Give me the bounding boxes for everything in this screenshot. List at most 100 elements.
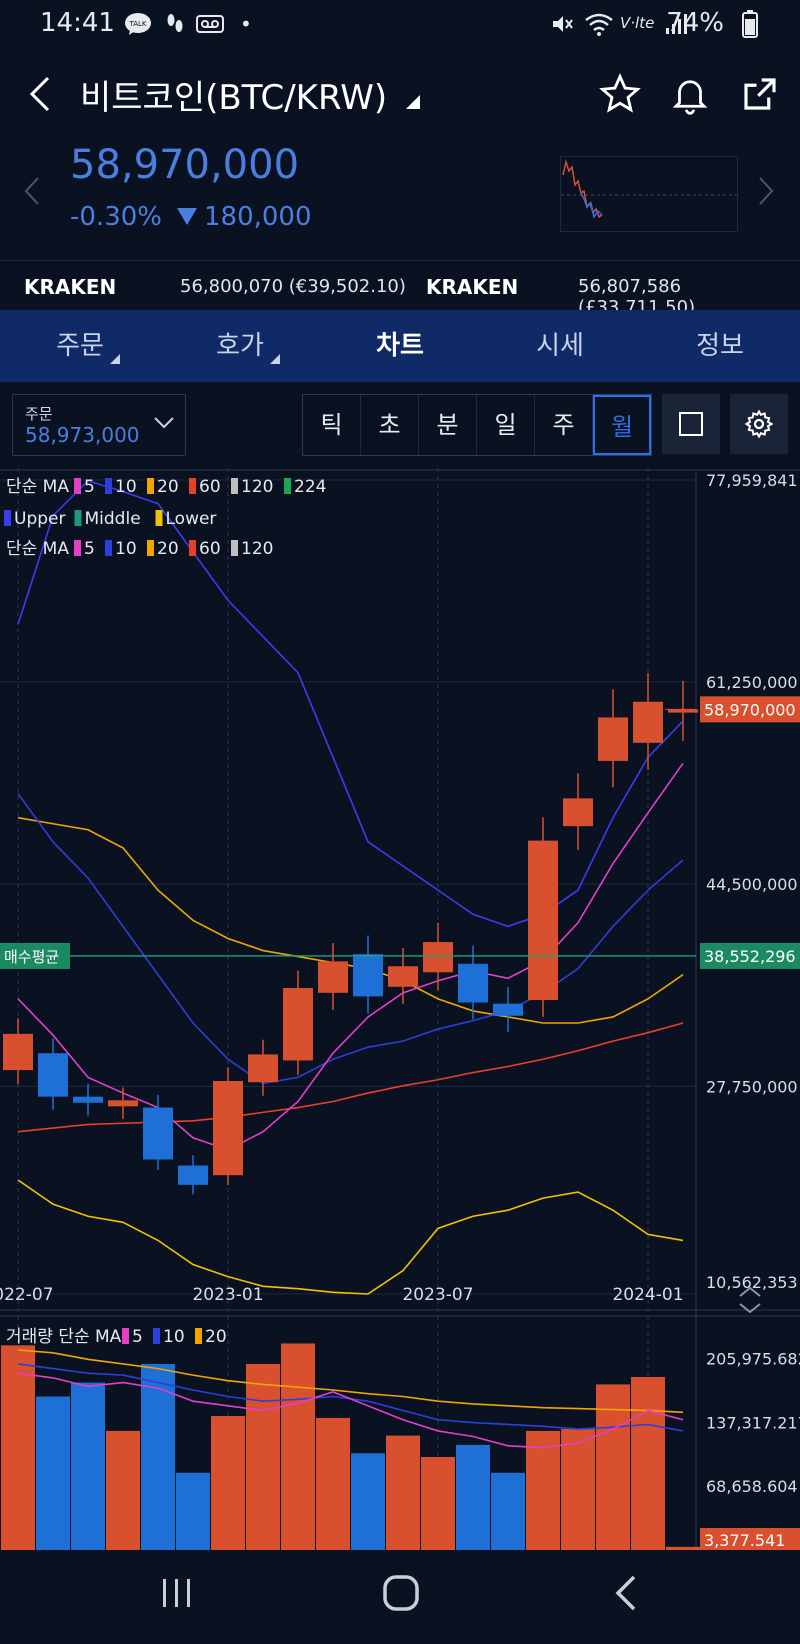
mini-chart[interactable]: [560, 156, 738, 232]
legend-item-label: 5: [132, 1327, 143, 1347]
volume-bar: [526, 1430, 560, 1550]
home-icon[interactable]: [382, 1574, 420, 1616]
legend-item-label: 60: [199, 477, 221, 497]
title-dropdown-icon[interactable]: [405, 95, 420, 109]
volume-bar: [666, 1546, 700, 1550]
legend-swatch: [284, 478, 291, 494]
tab-chart[interactable]: 차트: [320, 310, 480, 382]
current-price: 58,970,000: [70, 142, 300, 188]
period-week[interactable]: 주: [535, 395, 593, 455]
candle-body: [563, 798, 593, 827]
voicemail-icon: [196, 12, 224, 41]
avg-price-tag: [700, 942, 800, 969]
tab-info[interactable]: 정보: [640, 310, 800, 382]
price-chart[interactable]: 매수평균 77,959,841 61,250,000 44,500,000 27,75…: [0, 468, 800, 1550]
ma20-line: [17, 816, 684, 1024]
candle-body: [318, 961, 348, 993]
volte-icon: V·lte: [620, 14, 655, 32]
legend-title: 단순 MA: [6, 477, 69, 497]
candle-body: [143, 1107, 173, 1160]
volume-bar: [281, 1343, 315, 1550]
period-tick[interactable]: 틱: [303, 395, 361, 455]
order-label: 주문: [25, 405, 53, 423]
volume-axis-tick-label: 68,658.604: [706, 1477, 798, 1496]
y-axis-tick-label: 27,750,000: [706, 1077, 798, 1096]
period-second[interactable]: 초: [361, 395, 419, 455]
mute-icon: [550, 12, 574, 41]
legend-swatch: [74, 540, 81, 556]
next-coin-icon[interactable]: [758, 176, 774, 210]
legend-swatch: [231, 478, 238, 494]
legend-swatch: [155, 510, 163, 526]
volume-ma5-line: [17, 1372, 684, 1449]
volume-bar: [561, 1429, 595, 1550]
candle-body: [73, 1096, 103, 1103]
period-month[interactable]: 월: [593, 395, 651, 455]
tab-quotes[interactable]: 시세: [480, 310, 640, 382]
chart-legend: 단순 MA 5 10 20 60 120 224 Upper Middle Lower 단순 MA 5…: [4, 477, 326, 1347]
tab-order[interactable]: 주문: [0, 310, 160, 382]
chart-settings-button[interactable]: [730, 394, 788, 454]
volume-bar: [141, 1363, 175, 1550]
legend-title: 거래량 단순 MA: [6, 1327, 122, 1347]
volume-bar: [386, 1435, 420, 1550]
battery-percent: 74%: [666, 8, 724, 38]
y-axis-tick-label: 77,959,841: [706, 471, 798, 490]
y-axis-tick-label: 44,500,000: [706, 875, 798, 894]
volume-bar: [211, 1416, 245, 1550]
tab-orderbook[interactable]: 호가: [160, 310, 320, 382]
legend-item-label: 5: [84, 539, 95, 559]
legend-item-label: Upper: [14, 509, 65, 529]
volume-bar: [456, 1444, 490, 1550]
volume-panel: 205,975.682 137,317.217 68,658.604 3,377.54…: [0, 1315, 800, 1550]
share-icon[interactable]: [736, 70, 784, 118]
favorite-star-icon[interactable]: [596, 70, 644, 118]
x-axis-tick-label: 2024-01: [612, 1285, 683, 1305]
legend-item-label: 5: [84, 477, 95, 497]
candle-body: [3, 1033, 33, 1071]
exchange-name: KRAKEN: [24, 275, 117, 299]
alarm-bell-icon[interactable]: [666, 70, 714, 118]
candle-body: [633, 701, 663, 743]
period-minute[interactable]: 분: [419, 395, 477, 455]
legend-title: 단순 MA: [6, 539, 69, 559]
legend-swatch: [74, 478, 81, 494]
x-axis-tick-label: 2023-01: [192, 1285, 263, 1305]
candle-body: [528, 840, 558, 1001]
volume-bar: [1, 1345, 35, 1550]
back-icon[interactable]: [16, 70, 64, 118]
candle-body: [213, 1080, 243, 1176]
legend-item-label: 10: [163, 1327, 185, 1347]
candle-body: [108, 1100, 138, 1107]
bollinger-bands: [17, 479, 684, 1295]
volume-bar: [36, 1396, 70, 1550]
chart-fullscreen-button[interactable]: [662, 394, 720, 454]
legend-swatch: [4, 510, 11, 526]
scroll-arrows-icon: [739, 1286, 761, 1314]
exchange-name: KRAKEN: [426, 275, 519, 299]
legend-swatch: [147, 540, 154, 556]
page-title[interactable]: 비트코인(BTC/KRW): [80, 70, 420, 119]
period-day[interactable]: 일: [477, 395, 535, 455]
candle-body: [388, 966, 418, 987]
android-nav-bar: [0, 1550, 800, 1644]
talk-label: TALK: [128, 20, 146, 28]
recent-apps-icon[interactable]: [160, 1576, 194, 1614]
prev-coin-icon[interactable]: [24, 176, 40, 210]
order-dropdown[interactable]: 주문 58,973,000: [12, 394, 186, 456]
chart-background: [0, 468, 800, 1550]
wifi-icon: [584, 12, 614, 41]
footprint-icon: [164, 12, 186, 41]
back-nav-icon[interactable]: [614, 1574, 638, 1616]
period-selector: 틱 초 분 일 주 월: [302, 394, 652, 456]
exchange-strip: KRAKEN 56,800,070 (€39,502.10) KRAKEN 56…: [0, 260, 800, 318]
legend-item-label: 20: [205, 1327, 227, 1347]
status-bar: 14:41 TALK • V·lte 74%: [0, 0, 800, 50]
tab-label: 차트: [376, 331, 424, 361]
candles: [3, 672, 698, 1195]
battery-icon: [742, 10, 758, 43]
volume-bar: [106, 1430, 140, 1550]
volume-bar: [631, 1376, 665, 1550]
legend-item-label: 120: [241, 539, 273, 559]
